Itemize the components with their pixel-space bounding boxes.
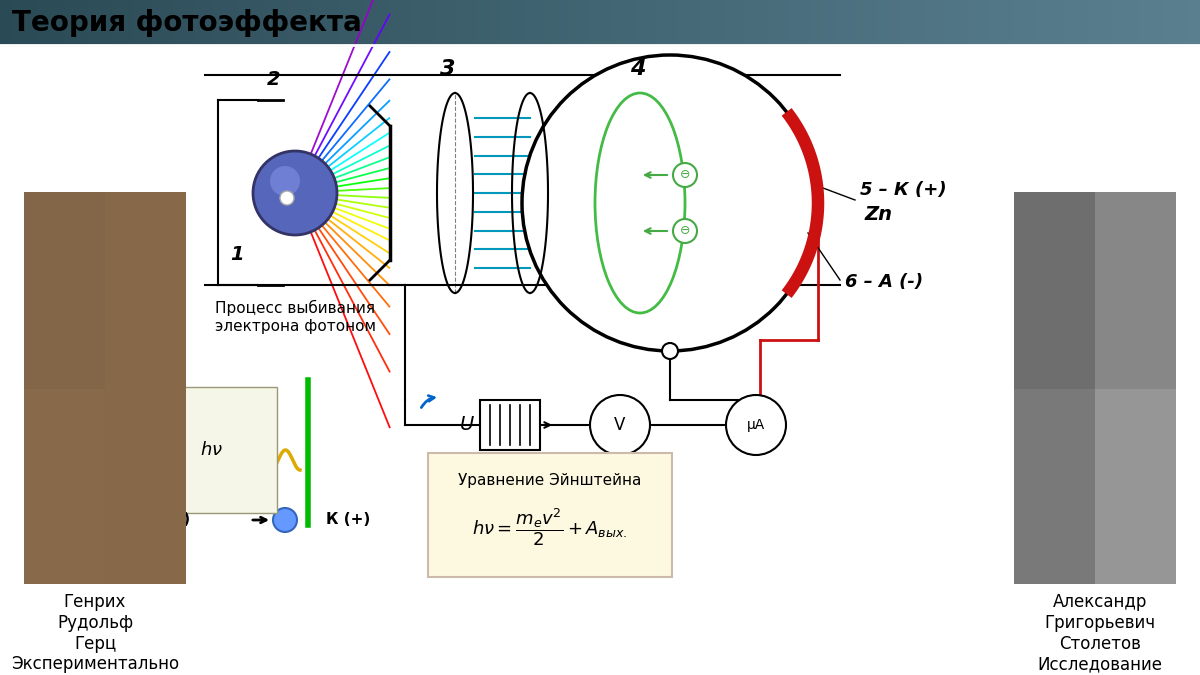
Text: 6 – А (-): 6 – А (-) bbox=[845, 273, 923, 291]
Circle shape bbox=[270, 166, 300, 196]
Circle shape bbox=[726, 395, 786, 455]
Text: μА: μА bbox=[746, 418, 766, 432]
Text: 2: 2 bbox=[266, 70, 281, 89]
Text: V: V bbox=[614, 416, 625, 434]
Circle shape bbox=[522, 55, 818, 351]
FancyBboxPatch shape bbox=[428, 453, 672, 577]
Text: Уравнение Эйнштейна: Уравнение Эйнштейна bbox=[458, 472, 642, 487]
Text: Теория фотоэффекта: Теория фотоэффекта bbox=[12, 9, 361, 37]
Circle shape bbox=[673, 163, 697, 187]
Circle shape bbox=[253, 151, 337, 235]
Text: U: U bbox=[460, 415, 474, 434]
Text: Процесс выбивания
электрона фотоном: Процесс выбивания электрона фотоном bbox=[215, 300, 376, 333]
Bar bbox=[480, 400, 540, 450]
Text: 3: 3 bbox=[440, 59, 456, 79]
Text: А (-): А (-) bbox=[152, 512, 190, 527]
Text: ⊖: ⊖ bbox=[679, 169, 690, 182]
Circle shape bbox=[280, 191, 294, 205]
Circle shape bbox=[590, 395, 650, 455]
Text: Zn: Zn bbox=[865, 205, 893, 224]
Text: 1: 1 bbox=[230, 245, 244, 264]
Circle shape bbox=[673, 219, 697, 243]
Circle shape bbox=[274, 508, 298, 532]
Text: 5 – К (+): 5 – К (+) bbox=[860, 181, 947, 199]
Text: Александр
Григорьевич
Столетов
Исследование
Фотоэффекта,
1888-1890 гг.: Александр Григорьевич Столетов Исследова… bbox=[1037, 593, 1164, 675]
Text: Генрих
Рудольф
Герц
Экспериментально
обнаружил
фотоэффект,
1887 г.: Генрих Рудольф Герц Экспериментально обн… bbox=[11, 593, 179, 675]
Text: К (+): К (+) bbox=[326, 512, 371, 527]
Text: $h\nu = \dfrac{m_e v^2}{2} + A_{\mathit{вых.}}$: $h\nu = \dfrac{m_e v^2}{2} + A_{\mathit{… bbox=[473, 506, 628, 548]
Text: $h\nu$: $h\nu$ bbox=[200, 441, 223, 459]
Circle shape bbox=[662, 343, 678, 359]
Text: 4: 4 bbox=[630, 59, 646, 79]
Text: ⊖: ⊖ bbox=[679, 225, 690, 238]
